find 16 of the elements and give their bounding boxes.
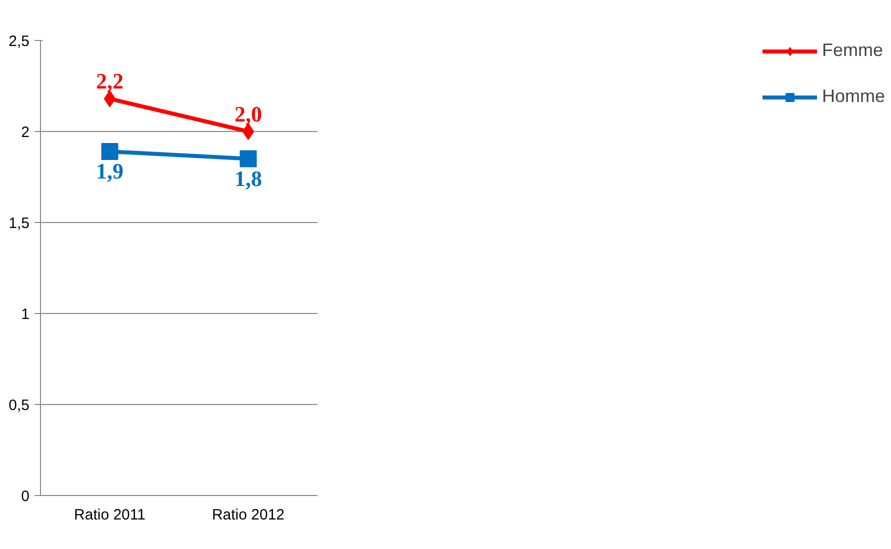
data-label: 2,2 <box>96 68 124 94</box>
point <box>101 143 118 160</box>
y-tick-label: 1 <box>21 306 30 323</box>
x-tick-label: Ratio 2011 <box>74 506 146 524</box>
data-label: 1,9 <box>96 158 124 184</box>
data-label: 2,0 <box>234 102 262 126</box>
y-tick-label: 0 <box>21 488 30 505</box>
y-tick-label: 0,5 <box>8 397 30 414</box>
legend-label: Femme <box>822 40 883 61</box>
data-label: 1,8 <box>234 166 262 191</box>
y-tick-label: 2 <box>21 124 30 141</box>
y-tick-label: 2,5 <box>8 33 30 50</box>
x-tick-label: Ratio 2012 <box>212 506 285 524</box>
legend-label: Homme <box>822 86 885 107</box>
y-tick-label: 1,5 <box>8 215 30 232</box>
point <box>240 150 257 168</box>
